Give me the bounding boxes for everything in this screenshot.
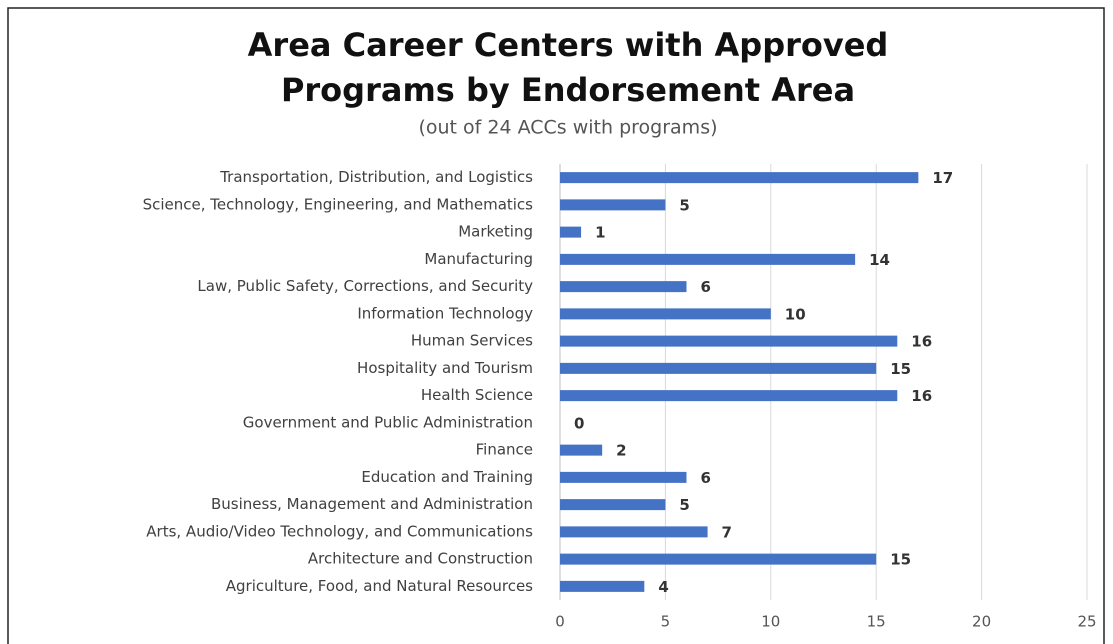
y-tick-label: Health Science (421, 386, 533, 404)
y-tick-label: Manufacturing (424, 250, 533, 268)
value-label: 2 (616, 442, 626, 460)
value-label: 5 (679, 196, 689, 214)
value-label: 7 (722, 523, 732, 541)
bar (560, 226, 582, 238)
y-tick-label: Human Services (411, 332, 533, 350)
y-tick-label: Transportation, Distribution, and Logist… (219, 168, 533, 186)
y-tick-label: Government and Public Administration (243, 413, 533, 431)
y-tick-label: Law, Public Safety, Corrections, and Sec… (197, 277, 533, 295)
value-label: 17 (932, 169, 953, 187)
y-tick-label: Hospitality and Tourism (357, 359, 533, 377)
bar (560, 199, 666, 211)
bar (560, 444, 603, 456)
y-tick-label: Information Technology (357, 304, 533, 322)
x-tick-label: 25 (1077, 613, 1096, 631)
value-label: 1 (595, 224, 605, 242)
y-tick-label: Science, Technology, Engineering, and Ma… (143, 195, 534, 213)
chart-title: Programs by Endorsement Area (281, 71, 855, 109)
y-tick-label: Education and Training (361, 468, 533, 486)
bar (560, 390, 898, 402)
bar (560, 308, 771, 320)
y-tick-label: Agriculture, Food, and Natural Resources (226, 577, 533, 595)
x-tick-label: 0 (555, 613, 565, 631)
x-tick-label: 5 (661, 613, 671, 631)
bar (560, 335, 898, 347)
x-tick-label: 20 (972, 613, 991, 631)
chart-frame (7, 7, 1105, 644)
value-label: 6 (700, 278, 710, 296)
bar (560, 471, 687, 483)
chart-subtitle: (out of 24 ACCs with programs) (418, 117, 717, 139)
value-label: 16 (911, 333, 932, 351)
bar (560, 526, 708, 538)
y-tick-label: Arts, Audio/Video Technology, and Commun… (146, 522, 533, 540)
bar (560, 553, 877, 565)
value-label: 6 (700, 469, 710, 487)
y-tick-label: Finance (476, 441, 533, 459)
y-tick-label: Marketing (458, 223, 533, 241)
chart-title: Area Career Centers with Approved (248, 26, 889, 64)
y-tick-label: Business, Management and Administration (211, 495, 533, 513)
x-tick-label: 15 (867, 613, 886, 631)
bar (560, 253, 856, 265)
value-label: 5 (679, 496, 689, 514)
value-label: 14 (869, 251, 890, 269)
bar (560, 281, 687, 293)
value-label: 15 (890, 551, 911, 569)
value-label: 15 (890, 360, 911, 378)
bar (560, 580, 645, 592)
value-label: 10 (785, 305, 806, 323)
bar (560, 172, 919, 184)
value-label: 16 (911, 387, 932, 405)
x-tick-label: 10 (761, 613, 780, 631)
bar (560, 499, 666, 511)
bar (560, 362, 877, 374)
value-label: 4 (658, 578, 668, 596)
value-label: 0 (574, 414, 584, 432)
y-tick-label: Architecture and Construction (308, 550, 533, 568)
